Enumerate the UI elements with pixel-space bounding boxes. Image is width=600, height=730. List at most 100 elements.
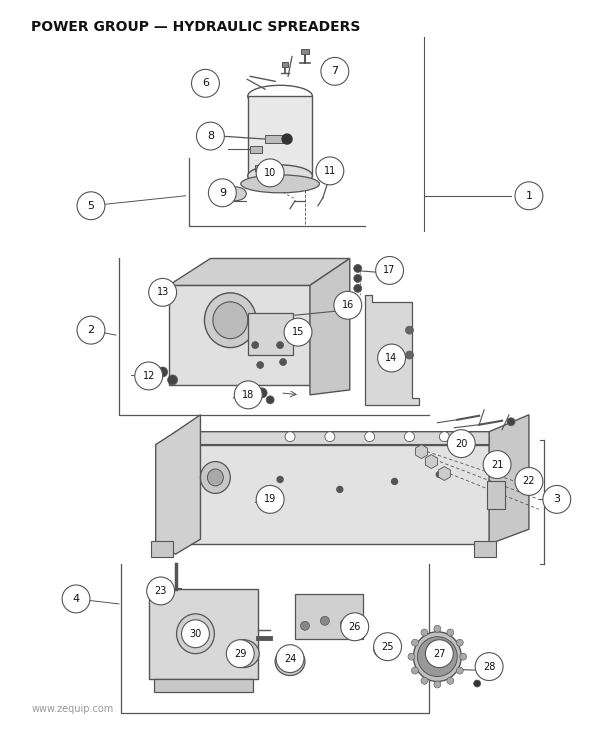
Circle shape [276, 645, 304, 672]
Circle shape [282, 134, 292, 144]
Circle shape [337, 486, 343, 493]
Circle shape [448, 430, 475, 458]
Text: 24: 24 [284, 653, 296, 664]
Text: 9: 9 [219, 188, 226, 198]
Bar [248, 313, 293, 355]
Circle shape [515, 467, 543, 496]
Polygon shape [169, 285, 310, 385]
Bar [295, 594, 363, 639]
Circle shape [147, 577, 175, 605]
Text: 4: 4 [73, 594, 80, 604]
Circle shape [321, 58, 349, 85]
Text: 25: 25 [382, 642, 394, 652]
Circle shape [208, 179, 236, 207]
Text: 15: 15 [292, 327, 304, 337]
Bar [250, 146, 262, 153]
Text: 6: 6 [202, 78, 209, 88]
Circle shape [135, 362, 163, 390]
Bar [474, 541, 496, 557]
Circle shape [256, 485, 284, 513]
Circle shape [354, 274, 362, 283]
Circle shape [425, 639, 453, 668]
Circle shape [392, 478, 398, 485]
Circle shape [226, 639, 254, 668]
Circle shape [439, 431, 449, 442]
Bar [487, 482, 505, 510]
Polygon shape [155, 415, 200, 554]
Circle shape [196, 122, 224, 150]
Polygon shape [489, 415, 529, 544]
Bar [301, 50, 309, 55]
Text: 28: 28 [483, 661, 496, 672]
Bar [149, 589, 258, 679]
Circle shape [182, 620, 209, 648]
Text: 11: 11 [324, 166, 336, 176]
Circle shape [191, 69, 220, 97]
Text: www.zequip.com: www.zequip.com [31, 704, 113, 715]
Circle shape [460, 653, 467, 660]
Ellipse shape [241, 175, 319, 193]
Circle shape [408, 653, 415, 660]
Text: 21: 21 [491, 460, 503, 469]
Circle shape [543, 485, 571, 513]
Ellipse shape [176, 614, 214, 653]
Circle shape [252, 342, 259, 349]
Bar [248, 96, 313, 176]
Circle shape [158, 367, 167, 377]
Circle shape [456, 639, 463, 646]
Text: 8: 8 [207, 131, 214, 141]
Text: 10: 10 [264, 168, 276, 178]
Circle shape [354, 285, 362, 292]
Circle shape [436, 472, 442, 477]
Circle shape [62, 585, 90, 613]
Circle shape [266, 396, 274, 404]
Circle shape [421, 629, 428, 636]
Circle shape [354, 264, 362, 272]
Circle shape [341, 613, 368, 641]
Bar [151, 541, 173, 557]
Circle shape [483, 450, 511, 478]
Bar [255, 165, 265, 171]
Circle shape [167, 375, 178, 385]
Text: 20: 20 [455, 439, 467, 449]
Circle shape [485, 668, 497, 679]
Circle shape [406, 351, 413, 359]
Polygon shape [161, 445, 489, 544]
Text: 18: 18 [242, 390, 254, 400]
Circle shape [334, 291, 362, 319]
Circle shape [434, 626, 441, 632]
Circle shape [257, 388, 267, 398]
Circle shape [377, 344, 406, 372]
Text: 19: 19 [264, 494, 276, 504]
Ellipse shape [185, 622, 206, 646]
Circle shape [320, 616, 329, 626]
Circle shape [412, 667, 418, 674]
Circle shape [412, 639, 418, 646]
Text: 3: 3 [553, 494, 560, 504]
Circle shape [277, 342, 284, 349]
Circle shape [77, 192, 105, 220]
Text: 7: 7 [331, 66, 338, 77]
Circle shape [277, 477, 283, 483]
Circle shape [418, 637, 457, 677]
Bar [265, 135, 283, 143]
Circle shape [447, 677, 454, 684]
Text: 2: 2 [88, 325, 95, 335]
Text: 22: 22 [523, 477, 535, 486]
Circle shape [340, 303, 350, 313]
Ellipse shape [224, 187, 246, 201]
Bar [154, 679, 253, 693]
Text: 14: 14 [385, 353, 398, 363]
Circle shape [406, 326, 413, 334]
Circle shape [473, 680, 481, 687]
Circle shape [285, 431, 295, 442]
Polygon shape [161, 431, 489, 445]
Ellipse shape [413, 631, 461, 682]
Circle shape [475, 653, 503, 680]
Polygon shape [169, 258, 350, 285]
Circle shape [456, 667, 463, 674]
Circle shape [235, 381, 262, 409]
Text: 12: 12 [143, 371, 155, 381]
Circle shape [149, 278, 176, 307]
Circle shape [374, 633, 401, 661]
